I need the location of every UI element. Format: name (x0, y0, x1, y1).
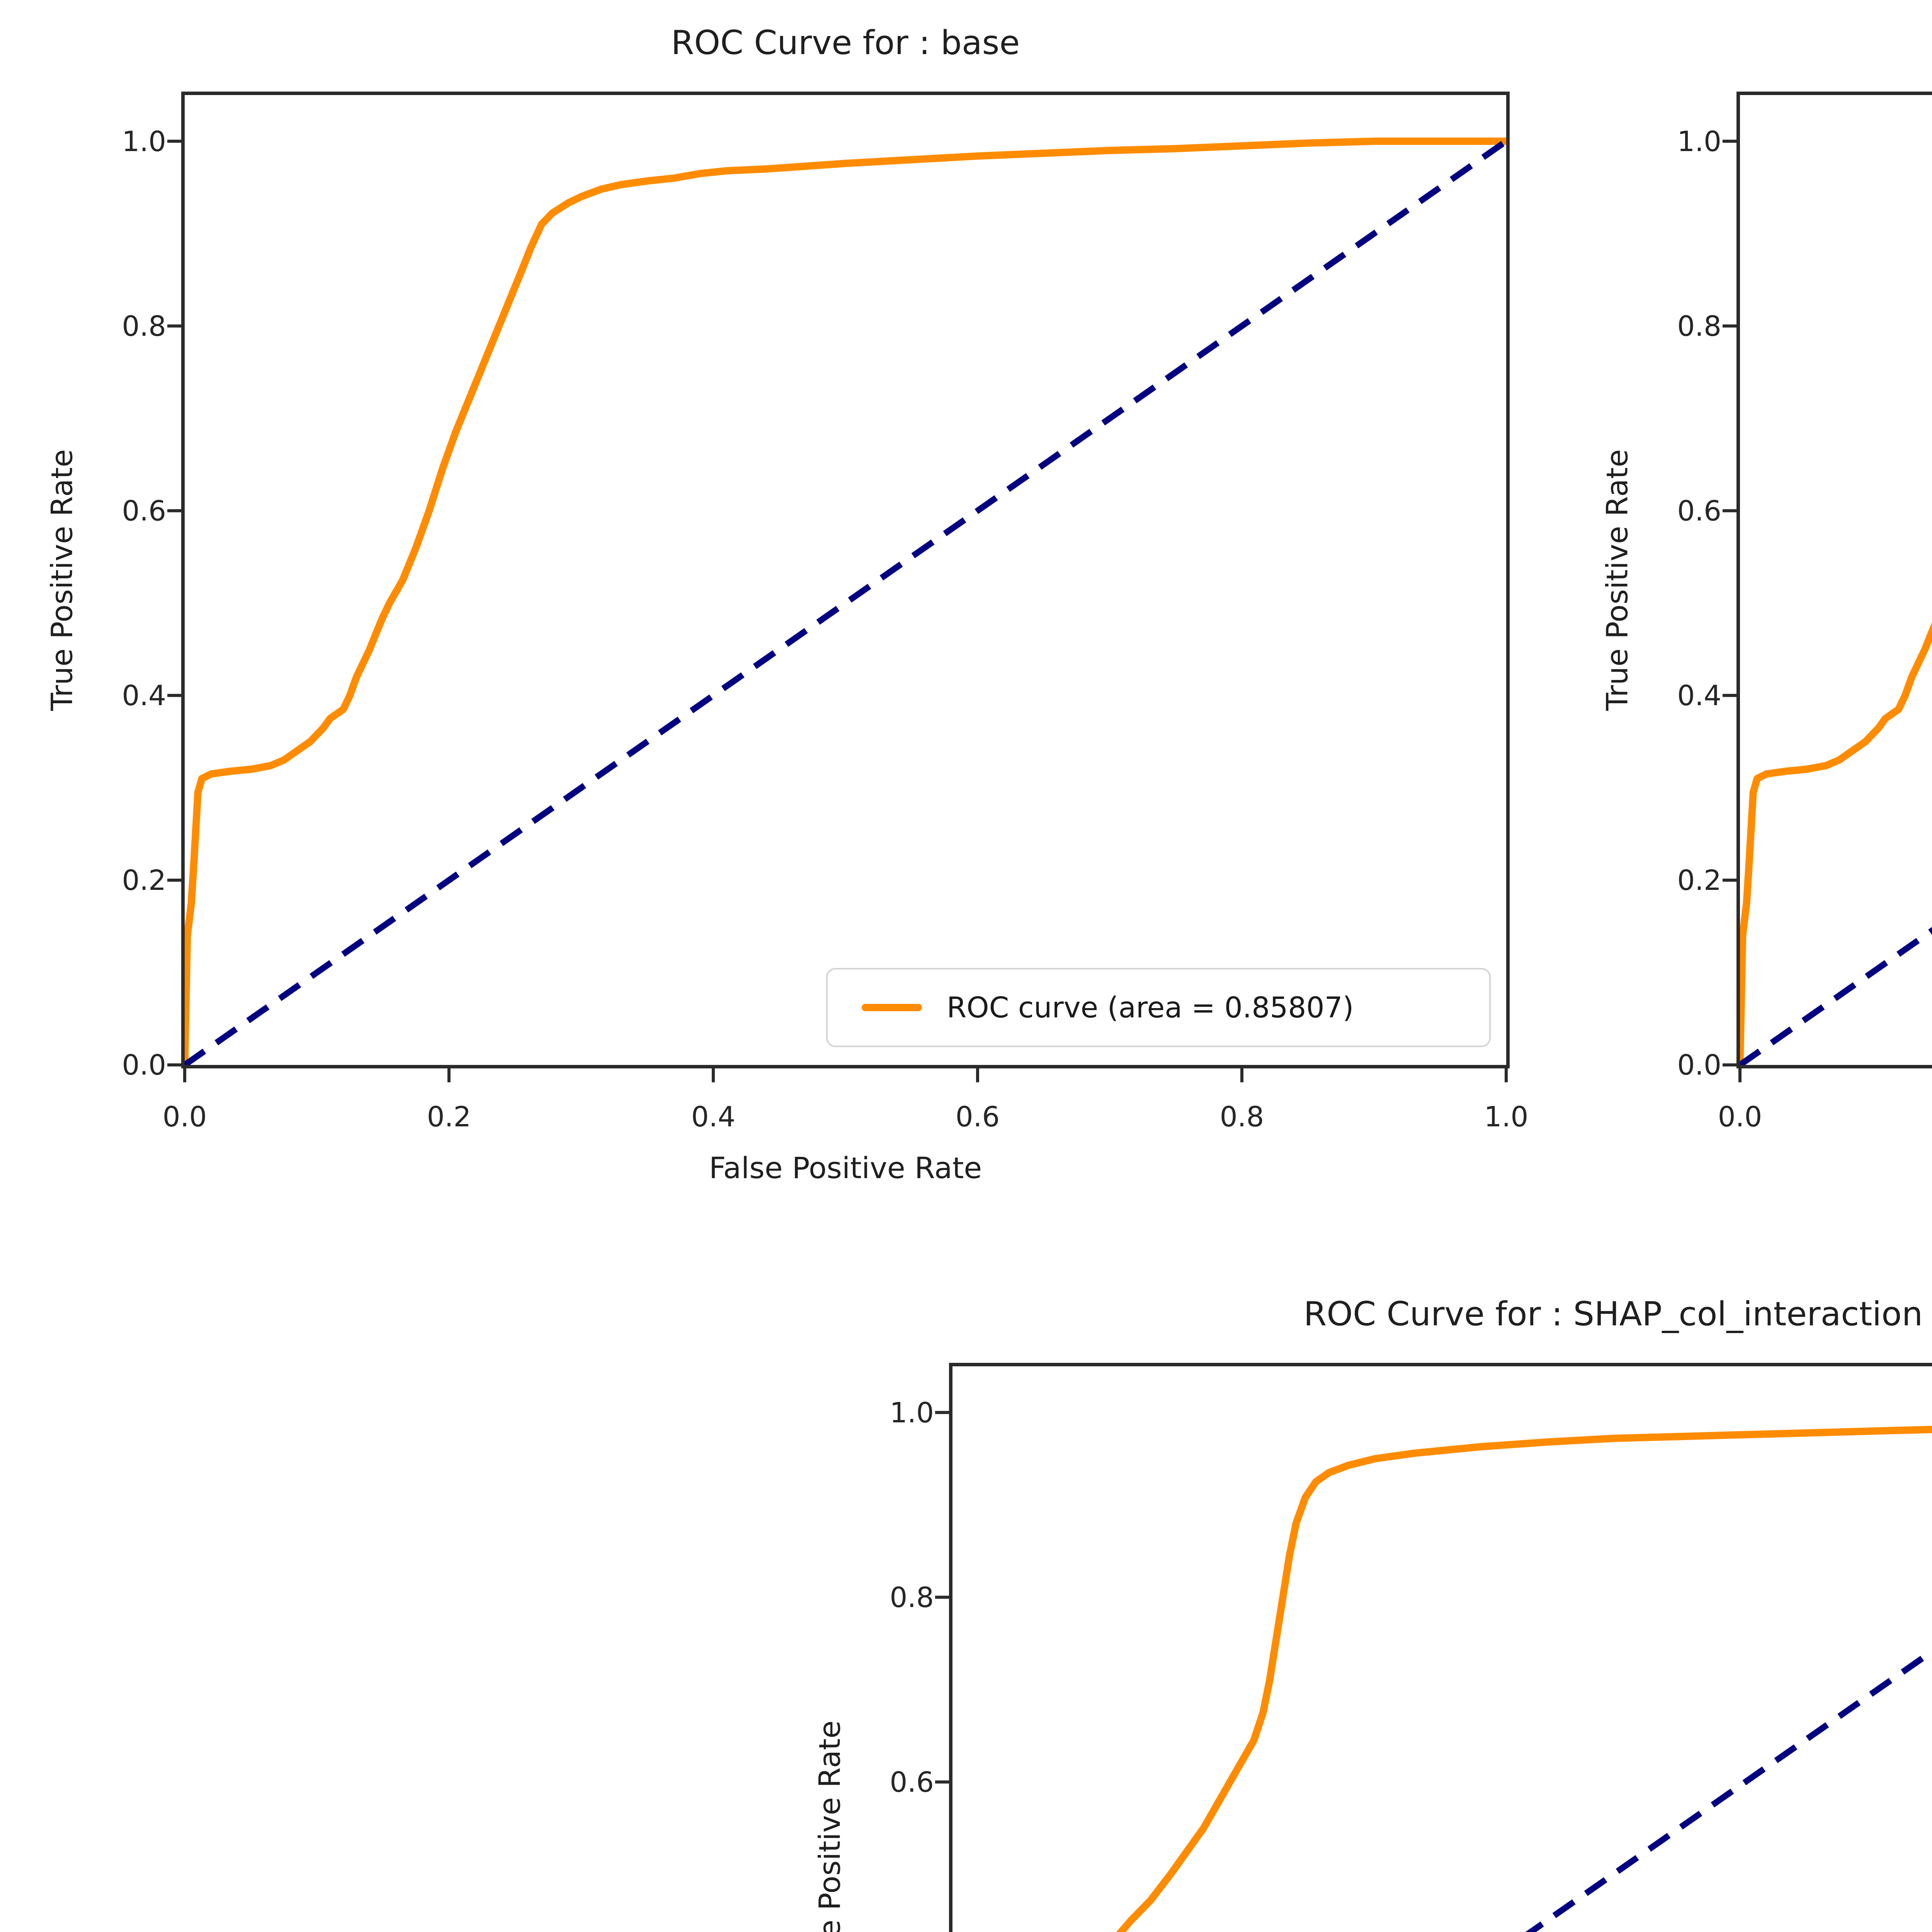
y-tick-label: 0.2 (122, 864, 166, 896)
roc-plot-svg (935, 1411, 1932, 1932)
x-axis-label: False Positive Rate (1740, 1151, 1932, 1185)
chart-title: ROC Curve for : bagg_temp_08 (1740, 25, 1932, 61)
x-tick-label: 0.8 (1219, 1100, 1264, 1133)
y-tick-label: 0.4 (122, 679, 166, 712)
y-axis-label: True Positive Rate (812, 1720, 847, 1932)
y-axis-label: True Positive Rate (44, 449, 79, 711)
x-axis-label: False Positive Rate (709, 1151, 982, 1185)
legend-label: ROC curve (area = 0.85807) (947, 991, 1354, 1024)
plot-area: ROC curve (area = 0.85807) 0.0 0.2 0.4 0.6 0… (122, 92, 1528, 1133)
roc-chart-base: ROC Curve for : base True Positive Rate … (45, 25, 1529, 1185)
roc-chart-shap-col-interaction: ROC Curve for : SHAP_col_interaction Tru… (813, 1296, 1932, 1932)
x-tick-label: 0.6 (955, 1100, 1000, 1133)
legend: ROC curve (area = 0.85807) (826, 968, 1491, 1047)
x-tick-label: 0.0 (162, 1100, 207, 1133)
y-tick-label: 0.6 (889, 1765, 934, 1798)
y-tick-label: 0.4 (1677, 679, 1721, 712)
roc-chart-bagg-temp-08: ROC Curve for : bagg_temp_08 True Positi… (1600, 92, 1932, 1133)
x-tick-label: 1.0 (1484, 1100, 1529, 1133)
chart-title: ROC Curve for : base (671, 24, 1020, 62)
y-tick-label: 0.8 (1677, 310, 1721, 342)
y-tick-label: 1.0 (1677, 125, 1721, 158)
y-tick-label: 1.0 (889, 1396, 934, 1429)
y-axis-label: True Positive Rate (1600, 449, 1634, 711)
x-tick-label: 0.2 (427, 1100, 471, 1133)
y-tick-label: 0.8 (889, 1581, 934, 1614)
y-tick-label: 0.2 (1677, 864, 1721, 896)
plot-area: ROC curve (area = 0.85807) 0.00.20.40.60… (1677, 92, 1932, 1133)
x-tick-label: 0.4 (691, 1100, 736, 1133)
y-tick-label: 1.0 (122, 125, 166, 158)
y-tick-label: 0.8 (122, 310, 166, 342)
plot-area: ROC curve (area = 0.84425) 0.00.20.40.60… (889, 1363, 1932, 1932)
roc-plot-svg (167, 138, 1508, 1082)
roc-curve-legend-swatch (862, 1004, 922, 1011)
x-tick-label: 0.0 (1718, 1100, 1762, 1133)
roc-plot-svg (1723, 139, 1932, 1082)
y-tick-label: 0.6 (1677, 494, 1721, 527)
y-tick-label: 0.0 (122, 1049, 166, 1081)
y-tick-label: 0.0 (1677, 1049, 1721, 1081)
y-tick-label: 0.6 (122, 494, 166, 527)
chart-title: ROC Curve for : SHAP_col_interaction (1303, 1295, 1923, 1333)
